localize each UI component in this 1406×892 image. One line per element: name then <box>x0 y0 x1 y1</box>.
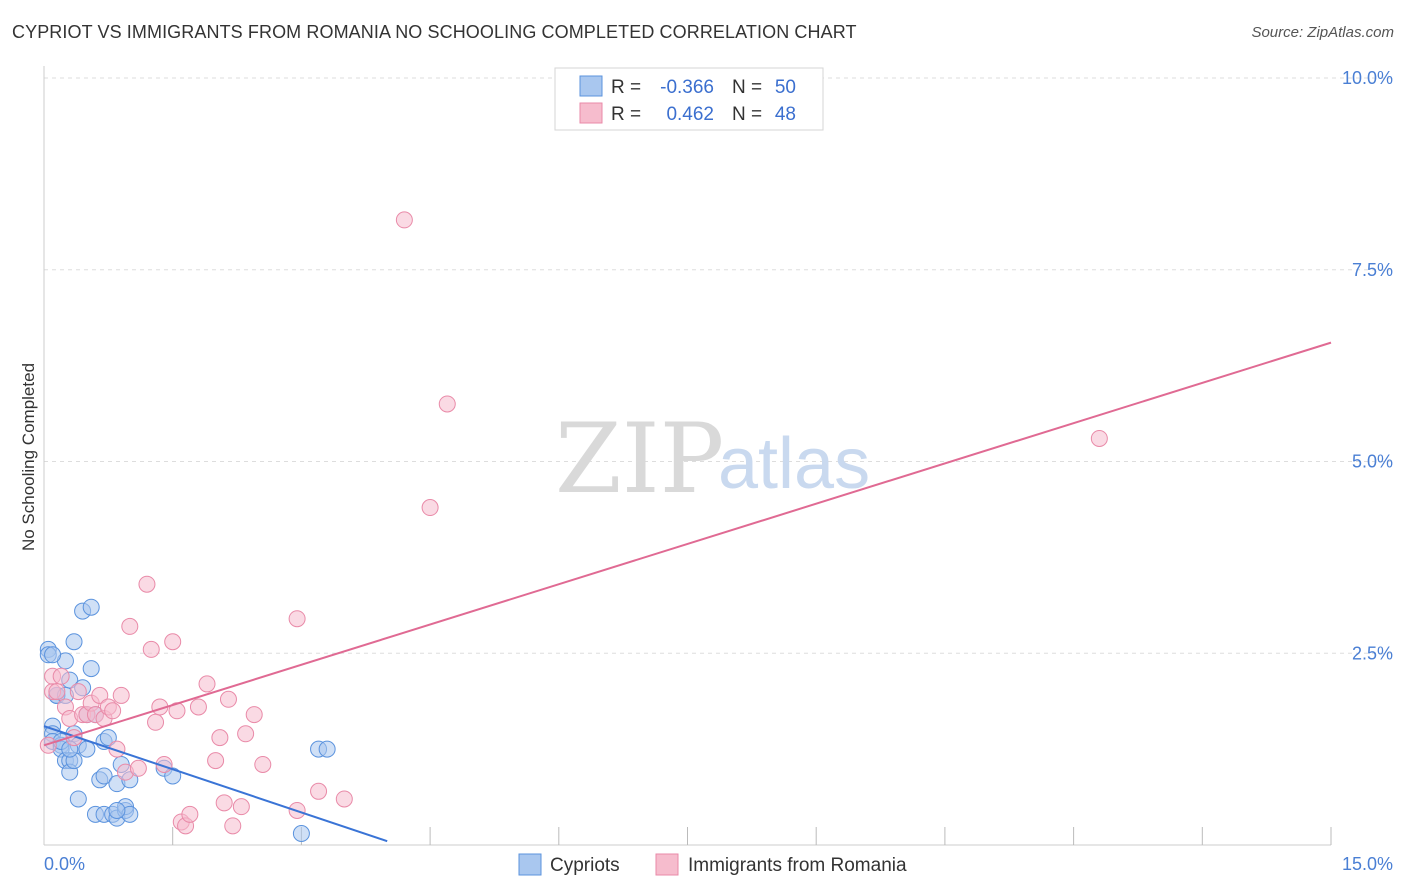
romania-point <box>237 725 255 743</box>
bottom-legend-label-romania: Immigrants from Romania <box>688 855 907 876</box>
romania-point <box>104 702 122 720</box>
legend-n-label-cypriots: N = <box>732 77 762 98</box>
cypriot-point <box>69 790 87 808</box>
romania-point <box>138 575 156 593</box>
romania-point <box>198 675 216 693</box>
bottom-legend-swatch-romania <box>655 853 679 876</box>
tick-labels: 2.5% 5.0% 7.5% 10.0% 0.0% 15.0% <box>44 68 1393 874</box>
watermark-atlas: atlas <box>718 424 870 504</box>
romania-point <box>224 817 242 835</box>
cypriot-point <box>65 633 83 651</box>
romania-point <box>108 740 126 758</box>
romania-point <box>91 686 109 704</box>
y-tick-label: 2.5% <box>1352 643 1393 663</box>
bottom-legend-swatch-cypriots <box>518 853 542 876</box>
cypriot-point <box>292 824 310 842</box>
x-tick-label: 0.0% <box>44 854 85 874</box>
legend-r-value-romania: 0.462 <box>666 104 714 125</box>
romania-point <box>112 686 130 704</box>
cypriot-point <box>78 740 96 758</box>
x-tick-label: 15.0% <box>1342 854 1393 874</box>
romania-point <box>219 690 237 708</box>
chart-title: CYPRIOT VS IMMIGRANTS FROM ROMANIA NO SC… <box>12 22 857 42</box>
cypriot-trend-line <box>43 725 388 843</box>
watermark: ZIP atlas <box>555 403 870 515</box>
romania-point <box>121 617 139 635</box>
romania-point <box>421 499 439 517</box>
romania-point <box>254 755 272 773</box>
romania-point <box>215 794 233 812</box>
romania-point <box>39 736 57 754</box>
romania-point <box>69 683 87 701</box>
source-credit: Source: ZipAtlas.com <box>1251 24 1394 41</box>
legend-n-label-romania: N = <box>732 104 762 125</box>
grid <box>44 77 1391 654</box>
legend-swatch-cypriots <box>579 75 603 97</box>
bottom-legend-label-cypriots: Cypriots <box>550 855 620 876</box>
cypriot-point <box>318 740 336 758</box>
legend-n-value-romania: 48 <box>775 104 796 125</box>
romania-point <box>147 713 165 731</box>
watermark-zip: ZIP <box>555 403 724 515</box>
y-tick-label: 7.5% <box>1352 260 1393 280</box>
romania-point <box>181 805 199 823</box>
cypriot-point <box>108 801 126 819</box>
cypriot-point <box>95 767 113 785</box>
romania-point <box>48 683 66 701</box>
romania-point <box>52 667 70 685</box>
romania-point <box>438 395 456 413</box>
cypriot-point <box>82 660 100 678</box>
stats-legend: R = -0.366 N = 50 R = 0.462 N = 48 <box>554 67 824 131</box>
romania-point <box>164 633 182 651</box>
legend-swatch-romania <box>579 102 603 124</box>
romania-trend-line <box>43 341 1332 747</box>
legend-r-value-cypriots: -0.366 <box>660 77 714 98</box>
legend-r-label-romania: R = <box>611 104 641 125</box>
y-tick-label: 10.0% <box>1342 68 1393 88</box>
trend-lines <box>43 341 1332 843</box>
romania-point <box>1090 429 1108 447</box>
romania-point <box>189 698 207 716</box>
romania-point <box>129 759 147 777</box>
legend-n-value-cypriots: 50 <box>775 77 796 98</box>
cypriot-point <box>82 598 100 616</box>
cypriot-point <box>164 767 182 785</box>
y-tick-label: 5.0% <box>1352 452 1393 472</box>
romania-point <box>310 782 328 800</box>
romania-point <box>232 798 250 816</box>
cypriot-point <box>99 729 117 747</box>
y-axis-label: No Schooling Completed <box>19 363 38 551</box>
romania-point <box>142 640 160 658</box>
cypriot-point <box>44 646 62 664</box>
romania-point <box>211 729 229 747</box>
legend-r-label-cypriots: R = <box>611 77 641 98</box>
romania-point <box>288 610 306 628</box>
romania-point <box>245 706 263 724</box>
series-legend: Cypriots Immigrants from Romania <box>518 853 907 876</box>
data-points <box>39 211 1108 842</box>
romania-point <box>335 790 353 808</box>
romania-point <box>207 752 225 770</box>
romania-point <box>395 211 413 229</box>
